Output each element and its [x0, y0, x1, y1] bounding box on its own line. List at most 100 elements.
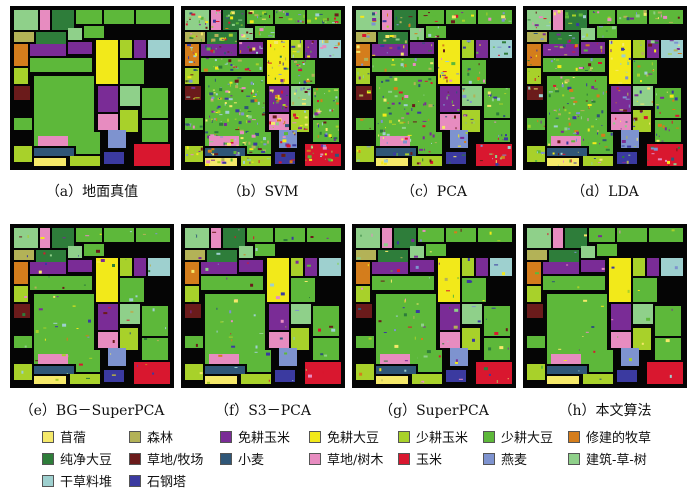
misclassified-pixel: [661, 140, 664, 142]
misclassified-pixel: [658, 135, 660, 137]
misclassified-pixel: [439, 74, 441, 78]
misclassified-pixel: [462, 46, 466, 49]
misclassified-pixel: [268, 379, 270, 382]
misclassified-pixel: [463, 88, 465, 92]
misclassified-pixel: [218, 65, 223, 69]
misclassified-pixel: [502, 41, 506, 44]
misclassified-pixel: [45, 262, 47, 265]
misclassified-pixel: [129, 231, 132, 233]
legend-label: 少耕玉米: [416, 431, 469, 446]
misclassified-pixel: [190, 33, 193, 35]
map-field: [291, 328, 309, 350]
misclassified-pixel: [639, 110, 643, 113]
misclassified-pixel: [187, 44, 191, 47]
misclassified-pixel: [528, 86, 531, 90]
misclassified-pixel: [226, 277, 228, 280]
misclassified-pixel: [230, 12, 232, 15]
misclassified-pixel: [393, 87, 398, 91]
misclassified-pixel: [562, 153, 566, 155]
misclassified-pixel: [378, 134, 380, 137]
misclassified-pixel: [211, 159, 215, 161]
misclassified-pixel: [267, 62, 272, 64]
misclassified-pixel: [396, 153, 398, 156]
misclassified-pixel: [225, 17, 229, 19]
map-field: [247, 228, 273, 242]
map-field: [104, 152, 124, 164]
misclassified-pixel: [404, 64, 407, 68]
misclassified-pixel: [237, 59, 242, 62]
misclassified-pixel: [499, 103, 503, 105]
misclassified-pixel: [637, 290, 640, 291]
map-field: [120, 86, 140, 106]
misclassified-pixel: [441, 74, 446, 76]
misclassified-pixel: [331, 109, 333, 112]
misclassified-pixel: [272, 115, 277, 119]
map-field: [394, 10, 416, 30]
misclassified-pixel: [235, 129, 240, 131]
misclassified-pixel: [629, 358, 632, 362]
misclassified-pixel: [193, 98, 195, 100]
misclassified-pixel: [598, 235, 602, 238]
map-field: [239, 42, 263, 54]
misclassified-pixel: [601, 49, 603, 53]
misclassified-pixel: [268, 42, 273, 45]
misclassified-pixel: [230, 11, 235, 15]
map-field: [476, 258, 488, 276]
misclassified-pixel: [227, 118, 229, 122]
misclassified-pixel: [440, 72, 444, 74]
misclassified-pixel: [204, 59, 207, 63]
misclassified-pixel: [22, 313, 26, 317]
misclassified-pixel: [495, 162, 499, 166]
misclassified-pixel: [78, 255, 79, 257]
misclassified-pixel: [295, 260, 299, 264]
map-field: [462, 110, 480, 132]
misclassified-pixel: [399, 121, 404, 124]
misclassified-pixel: [507, 378, 509, 380]
misclassified-pixel: [257, 148, 262, 151]
misclassified-pixel: [567, 127, 570, 130]
misclassified-pixel: [259, 28, 264, 32]
misclassified-pixel: [607, 22, 611, 24]
misclassified-pixel: [259, 33, 261, 36]
misclassified-pixel: [677, 53, 682, 54]
misclassified-pixel: [677, 16, 680, 19]
misclassified-pixel: [322, 371, 324, 374]
misclassified-pixel: [477, 320, 481, 323]
misclassified-pixel: [572, 77, 575, 78]
misclassified-pixel: [274, 77, 276, 80]
map-field: [120, 304, 140, 324]
misclassified-pixel: [165, 327, 167, 330]
misclassified-pixel: [668, 129, 670, 132]
misclassified-pixel: [451, 15, 456, 19]
misclassified-pixel: [217, 105, 221, 108]
map-field: [70, 156, 100, 166]
misclassified-pixel: [274, 95, 278, 99]
misclassified-pixel: [641, 52, 645, 55]
misclassified-pixel: [234, 79, 239, 83]
misclassified-pixel: [460, 228, 462, 232]
map-field: [376, 148, 416, 156]
misclassified-pixel: [211, 110, 215, 113]
misclassified-pixel: [283, 10, 285, 13]
misclassified-pixel: [212, 231, 217, 233]
map-panel-h: [523, 224, 687, 388]
misclassified-pixel: [283, 78, 285, 82]
misclassified-pixel: [529, 40, 534, 42]
misclassified-pixel: [541, 365, 543, 369]
misclassified-pixel: [457, 277, 460, 280]
map-field: [476, 362, 512, 384]
misclassified-pixel: [208, 85, 210, 88]
map-field: [201, 44, 237, 56]
map-field: [14, 118, 32, 130]
misclassified-pixel: [200, 38, 202, 42]
misclassified-pixel: [43, 327, 47, 329]
misclassified-pixel: [188, 124, 190, 128]
misclassified-pixel: [317, 135, 319, 138]
misclassified-pixel: [640, 80, 642, 83]
map-field: [438, 258, 460, 302]
misclassified-pixel: [489, 153, 493, 155]
misclassified-pixel: [476, 51, 479, 54]
misclassified-pixel: [401, 126, 406, 129]
misclassified-pixel: [546, 25, 551, 27]
misclassified-pixel: [388, 90, 393, 93]
